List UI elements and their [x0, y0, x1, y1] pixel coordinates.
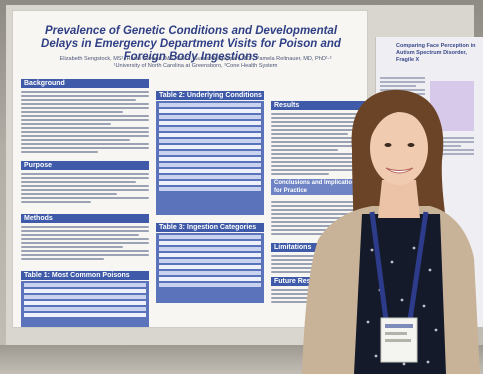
table1: [21, 281, 149, 327]
main-poster: Prevalence of Genetic Conditions and Dev…: [12, 10, 368, 328]
neighbor-poster-text-right: [430, 137, 474, 157]
section-background-heading: Background: [21, 79, 149, 88]
purpose-text: [21, 173, 149, 205]
section-table3-heading: Table 3: Ingestion Categories: [156, 223, 264, 232]
poster-author-list: Elizabeth Sengstock, MS¹, Randi Stewart,…: [59, 56, 332, 62]
section-table1-heading: Table 1: Most Common Poisons: [21, 271, 149, 280]
section-purpose-heading: Purpose: [21, 161, 149, 170]
poster-affiliations: ¹University of North Carolina at Greensb…: [113, 63, 278, 69]
table2: [156, 101, 264, 215]
conclusions-text: [271, 201, 367, 237]
section-table2-heading: Table 2: Underlying Conditions: [156, 91, 264, 100]
table3: [156, 233, 264, 303]
background-text: [21, 91, 149, 155]
neighbor-poster-title: Comparing Face Perception in Autism Spec…: [396, 43, 476, 63]
section-conclusions-heading: Conclusions and Implications for Practic…: [271, 179, 367, 195]
section-methods-heading: Methods: [21, 214, 149, 223]
results-text: [271, 113, 367, 177]
poster-authors: Elizabeth Sengstock, MS¹, Randi Stewart,…: [23, 56, 367, 70]
section-results-heading: Results: [271, 101, 367, 110]
methods-text: [21, 226, 149, 262]
poster-title: Prevalence of Genetic Conditions and Dev…: [41, 25, 341, 63]
